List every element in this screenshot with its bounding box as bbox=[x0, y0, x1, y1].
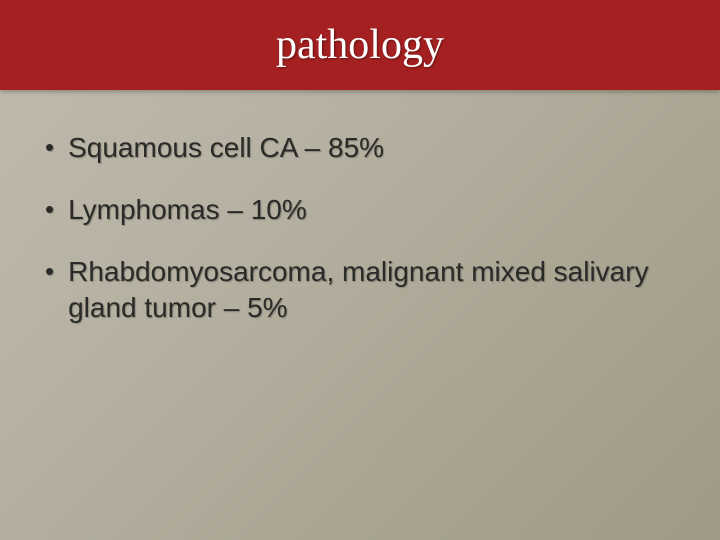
list-item: • Rhabdomyosarcoma, malignant mixed sali… bbox=[45, 254, 675, 326]
list-item: • Lymphomas – 10% bbox=[45, 192, 675, 228]
slide-title: pathology bbox=[276, 21, 444, 69]
slide: pathology • Squamous cell CA – 85% • Lym… bbox=[0, 0, 720, 540]
bullet-text: Rhabdomyosarcoma, malignant mixed saliva… bbox=[68, 254, 675, 326]
title-band: pathology bbox=[0, 0, 720, 90]
bullet-icon: • bbox=[45, 254, 54, 288]
bullet-icon: • bbox=[45, 192, 54, 226]
slide-content: • Squamous cell CA – 85% • Lymphomas – 1… bbox=[0, 90, 720, 326]
list-item: • Squamous cell CA – 85% bbox=[45, 130, 675, 166]
bullet-icon: • bbox=[45, 130, 54, 164]
bullet-text: Squamous cell CA – 85% bbox=[68, 130, 384, 166]
bullet-text: Lymphomas – 10% bbox=[68, 192, 307, 228]
